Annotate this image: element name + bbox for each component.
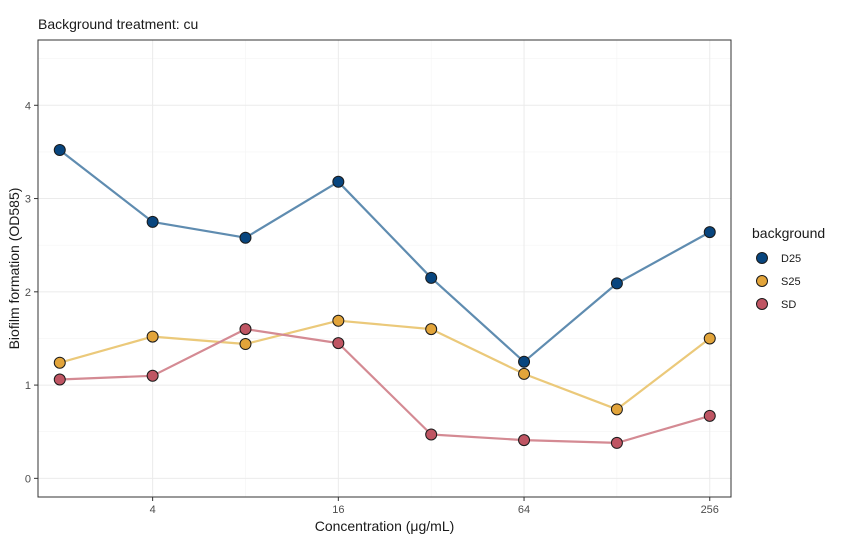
panel-border (37, 39, 732, 498)
series-s25 (59, 319, 711, 411)
x-tick-label: 256 (701, 504, 719, 516)
chart-title: Background treatment: cu (38, 16, 198, 32)
y-tick-label: 4 (25, 100, 31, 112)
data-point (239, 231, 252, 244)
data-point (53, 373, 66, 386)
data-point (53, 356, 66, 369)
y-tick-label: 2 (25, 287, 31, 299)
legend-item-sd: SD (756, 298, 796, 311)
data-point (610, 436, 623, 449)
series-points-sd (53, 323, 716, 449)
series-points-s25 (53, 314, 716, 416)
series-line-s25 (59, 319, 711, 411)
data-point (610, 403, 623, 416)
data-point (53, 144, 66, 157)
series-layer (53, 144, 716, 449)
series-line-sd (59, 328, 711, 444)
series-d25 (59, 149, 711, 363)
y-tick-label: 3 (25, 194, 31, 206)
legend-title: background (752, 225, 825, 241)
legend-item-d25: D25 (756, 252, 801, 265)
y-axis: 0 1 2 3 4 (25, 100, 38, 485)
legend-key (756, 252, 768, 264)
y-tick-label: 0 (25, 473, 31, 485)
y-axis-title: Biofilm formation (OD585) (6, 188, 22, 350)
data-point (425, 271, 438, 284)
data-point (518, 434, 531, 447)
legend-label: S25 (781, 276, 801, 288)
data-point (332, 337, 345, 350)
legend-label: D25 (781, 253, 801, 265)
series-points-d25 (53, 144, 716, 368)
plot-panel (37, 39, 732, 498)
series-line-d25 (59, 149, 711, 363)
data-point (332, 175, 345, 188)
data-point (146, 215, 159, 228)
data-point (146, 369, 159, 382)
x-axis: 4 16 64 256 (150, 497, 719, 516)
legend-label: SD (781, 299, 796, 311)
data-point (703, 409, 716, 422)
data-point (332, 314, 345, 327)
data-point (518, 355, 531, 368)
data-point (239, 338, 252, 351)
data-point (703, 226, 716, 239)
x-tick-label: 64 (518, 504, 530, 516)
data-point (610, 277, 623, 290)
legend: background D25 S25 SD (752, 225, 825, 311)
data-point (425, 428, 438, 441)
series-sd (59, 328, 711, 444)
x-tick-label: 4 (150, 504, 156, 516)
x-tick-label: 16 (332, 504, 344, 516)
gridlines (38, 40, 731, 497)
data-point (239, 323, 252, 336)
legend-key (756, 298, 768, 310)
data-point (518, 367, 531, 380)
legend-item-s25: S25 (756, 275, 801, 288)
data-point (146, 330, 159, 343)
legend-key (756, 275, 768, 287)
data-point (703, 332, 716, 345)
data-point (425, 323, 438, 336)
x-axis-title: Concentration (μg/mL) (315, 518, 455, 534)
y-tick-label: 1 (25, 380, 31, 392)
